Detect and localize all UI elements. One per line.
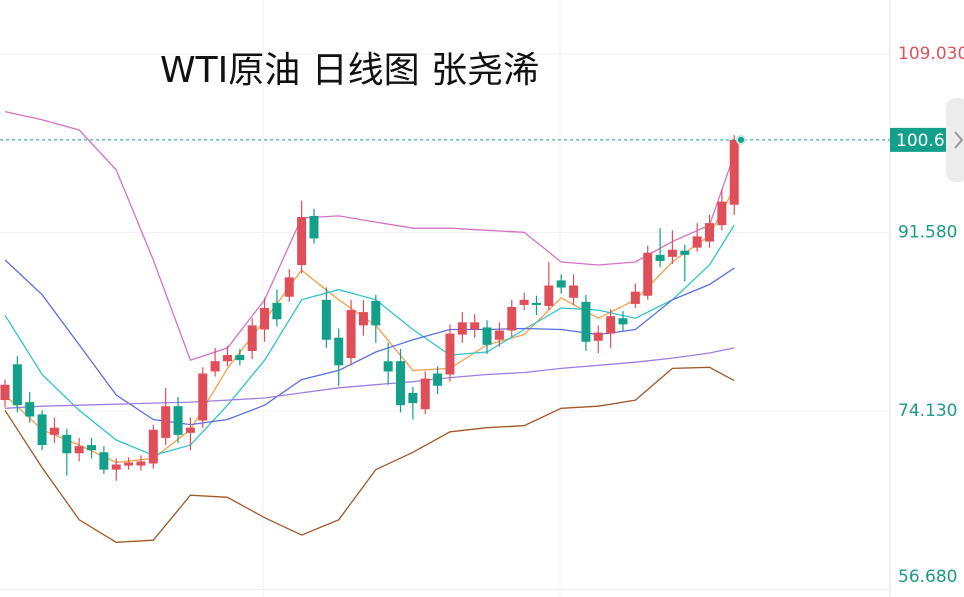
y-tick-label: 109.030 (898, 44, 964, 64)
candle-body (111, 464, 121, 470)
candle-body (420, 378, 430, 410)
candle-body (519, 299, 529, 305)
candle-body (445, 333, 455, 375)
candle-body (0, 384, 10, 401)
candle-body (692, 236, 702, 248)
candle-body (470, 322, 480, 330)
candle-body (272, 302, 282, 320)
indicator-line (4, 224, 735, 456)
candle-body (581, 301, 591, 342)
candle-body (235, 355, 245, 361)
candle-body (705, 223, 715, 242)
y-tick-label: 56.680 (898, 567, 957, 587)
candle-body (544, 285, 554, 306)
y-tick-label: 74.130 (898, 401, 957, 421)
last-price-box (890, 127, 964, 152)
candle-body (161, 406, 171, 438)
candle-body (606, 316, 616, 334)
candle-body (124, 462, 134, 466)
candle-body (383, 361, 393, 372)
indicator-line (4, 187, 735, 464)
candle-body (222, 355, 232, 362)
candle-body (284, 277, 294, 297)
chart-title: WTI原油 日线图 张尧浠 (160, 50, 539, 91)
candle-body (87, 445, 97, 451)
candle-body (321, 299, 331, 340)
candle-body (173, 406, 183, 435)
candle-body (198, 373, 208, 421)
candle-body (618, 318, 628, 325)
candle-body (494, 330, 504, 340)
candle-body (210, 361, 220, 372)
candle-body (655, 254, 665, 261)
candle-body (25, 402, 35, 417)
candle-body (507, 306, 517, 331)
candle-body (62, 434, 72, 454)
candle-body (457, 322, 467, 335)
candle-body (680, 250, 690, 255)
indicator-line (4, 347, 735, 409)
candle-body (630, 291, 640, 304)
indicator-line (4, 259, 735, 426)
candle-body (531, 302, 541, 305)
candle-body (346, 310, 356, 359)
candle-body (408, 392, 418, 404)
scroll-chevron[interactable] (954, 131, 964, 149)
candle-body (260, 308, 270, 330)
last-price-dot (736, 134, 746, 145)
candle-body (667, 249, 677, 257)
candle-body (12, 364, 22, 406)
indicator-line (4, 366, 735, 543)
candle-body (136, 461, 146, 466)
candle-body (717, 201, 727, 226)
candle-body (556, 280, 566, 288)
candle-body (334, 337, 344, 366)
candle-body (593, 332, 603, 341)
candle-body (74, 446, 84, 454)
candle-body (569, 285, 579, 298)
y-tick-label: 91.580 (898, 223, 957, 243)
candle-body (49, 427, 59, 435)
candle-body (482, 327, 492, 345)
candle-body (643, 252, 653, 296)
candle-body (148, 429, 158, 464)
candle-body (371, 300, 381, 326)
candle-body (247, 325, 257, 351)
candle-body (297, 216, 307, 266)
indicator-line (4, 110, 735, 362)
candle-body (729, 139, 739, 205)
candle-body (309, 215, 319, 239)
candle-body (358, 312, 368, 326)
candle-body (185, 427, 195, 433)
candle-body (396, 361, 406, 406)
scroll-handle[interactable] (946, 98, 964, 182)
candle-body (99, 452, 109, 470)
candle-body (433, 373, 443, 386)
candle-body (37, 414, 47, 446)
